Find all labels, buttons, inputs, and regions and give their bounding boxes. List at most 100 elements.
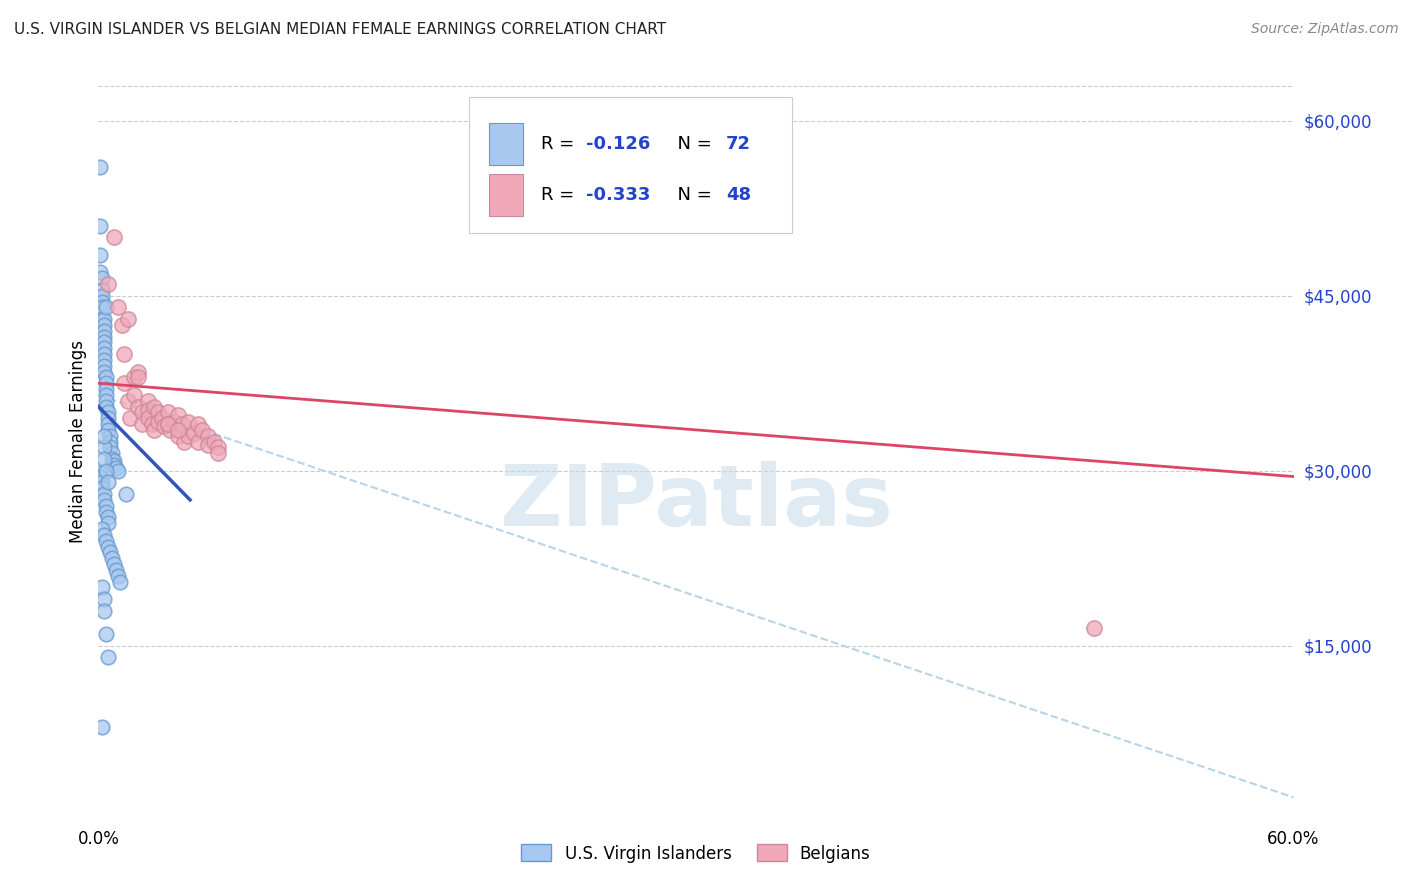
FancyBboxPatch shape: [489, 123, 523, 165]
Point: [117, 393, 139, 408]
Point: [93, 318, 115, 332]
Point: [96, 400, 118, 414]
Point: [91, 475, 114, 490]
Point: [93, 592, 115, 607]
Point: [93, 324, 115, 338]
Point: [89, 265, 111, 279]
Y-axis label: Median Female Earnings: Median Female Earnings: [69, 340, 87, 543]
Point: [207, 441, 229, 455]
Point: [112, 347, 135, 361]
Point: [98, 545, 122, 559]
Point: [98, 441, 122, 455]
Point: [97, 417, 120, 431]
Point: [101, 452, 124, 467]
Point: [110, 574, 132, 589]
Point: [191, 423, 214, 437]
Text: U.S. VIRGIN ISLANDER VS BELGIAN MEDIAN FEMALE EARNINGS CORRELATION CHART: U.S. VIRGIN ISLANDER VS BELGIAN MEDIAN F…: [14, 22, 666, 37]
Point: [89, 469, 111, 483]
Point: [177, 428, 200, 442]
Point: [150, 411, 173, 425]
Point: [202, 434, 225, 449]
Point: [187, 434, 209, 449]
Point: [93, 492, 115, 507]
Point: [127, 365, 149, 379]
Point: [97, 277, 120, 291]
Point: [148, 405, 170, 419]
Point: [91, 522, 114, 536]
Point: [96, 370, 118, 384]
Point: [91, 301, 114, 315]
Point: [143, 400, 166, 414]
Point: [141, 417, 163, 431]
Point: [96, 393, 118, 408]
Point: [96, 464, 118, 478]
Point: [93, 452, 115, 467]
Point: [98, 428, 122, 442]
Text: Source: ZipAtlas.com: Source: ZipAtlas.com: [1251, 22, 1399, 37]
Point: [127, 400, 149, 414]
Point: [197, 428, 219, 442]
Point: [96, 376, 118, 391]
Point: [97, 423, 120, 437]
Point: [91, 271, 114, 285]
Point: [89, 161, 111, 175]
Point: [103, 557, 125, 571]
Point: [97, 516, 120, 531]
Point: [89, 219, 111, 233]
Point: [96, 301, 118, 315]
Point: [131, 417, 153, 431]
Point: [93, 329, 115, 343]
Point: [101, 446, 124, 460]
Point: [93, 604, 115, 618]
Text: 48: 48: [725, 186, 751, 203]
Point: [117, 312, 139, 326]
Point: [105, 461, 128, 475]
Point: [177, 415, 200, 429]
Point: [157, 417, 180, 431]
Point: [97, 405, 120, 419]
Point: [93, 335, 115, 350]
Point: [107, 464, 129, 478]
Point: [93, 528, 115, 542]
Point: [167, 408, 190, 422]
Point: [96, 382, 118, 396]
Point: [91, 580, 114, 594]
Point: [91, 294, 114, 309]
Point: [127, 370, 149, 384]
Point: [96, 504, 118, 518]
Point: [96, 533, 118, 548]
Text: -0.126: -0.126: [586, 135, 651, 153]
Point: [207, 446, 229, 460]
Point: [148, 415, 170, 429]
Point: [136, 393, 159, 408]
Point: [157, 405, 180, 419]
Point: [143, 423, 166, 437]
Point: [187, 417, 209, 431]
Point: [107, 568, 129, 582]
Point: [96, 388, 118, 402]
Point: [115, 487, 138, 501]
Point: [93, 341, 115, 355]
Point: [96, 499, 118, 513]
Point: [91, 289, 114, 303]
Text: N =: N =: [666, 135, 717, 153]
Point: [136, 403, 159, 417]
Point: [93, 352, 115, 367]
Point: [89, 248, 111, 262]
Point: [167, 423, 190, 437]
Point: [96, 627, 118, 641]
FancyBboxPatch shape: [489, 174, 523, 216]
Point: [103, 230, 125, 244]
Point: [105, 563, 128, 577]
Point: [93, 487, 115, 501]
Text: 72: 72: [725, 135, 751, 153]
Point: [93, 441, 115, 455]
Point: [93, 359, 115, 373]
Point: [93, 428, 115, 442]
Point: [157, 417, 180, 431]
Point: [91, 312, 114, 326]
Point: [97, 411, 120, 425]
Point: [97, 540, 120, 554]
FancyBboxPatch shape: [470, 96, 792, 233]
Point: [124, 370, 146, 384]
